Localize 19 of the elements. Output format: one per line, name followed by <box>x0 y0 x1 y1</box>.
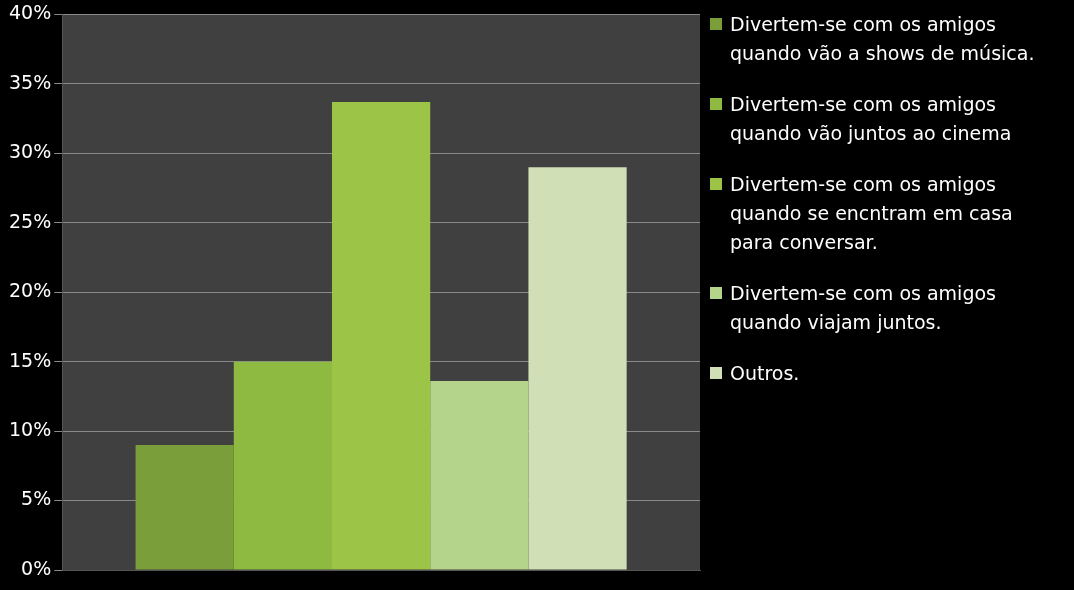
y-tick-label: 10% <box>9 418 52 441</box>
y-tick-label: 25% <box>9 209 52 232</box>
bar <box>430 381 529 570</box>
bar <box>332 101 431 570</box>
legend-label: Divertem-se com os amigos quando vão a shows de música. <box>730 12 1036 66</box>
y-tick-label: 35% <box>9 70 52 93</box>
bar <box>233 361 333 570</box>
bar <box>135 444 234 570</box>
legend-label: Divertem-se com os amigos quando vão juntos ao cinema <box>730 92 1013 146</box>
legend-label: Divertem-se com os amigos quando se encntram em casa para conversar. <box>730 172 1014 255</box>
y-tick-label: 15% <box>9 348 52 371</box>
y-tick-label: 40% <box>9 1 52 24</box>
legend-label: Divertem-se com os amigos quando viajam juntos. <box>730 281 997 335</box>
bar <box>528 167 627 570</box>
y-tick-label: 20% <box>9 279 52 302</box>
legend-label: Outros. <box>730 361 800 386</box>
y-tick-label: 30% <box>9 140 52 163</box>
y-tick-label: 5% <box>21 487 52 510</box>
y-tick-label: 0% <box>21 556 52 579</box>
